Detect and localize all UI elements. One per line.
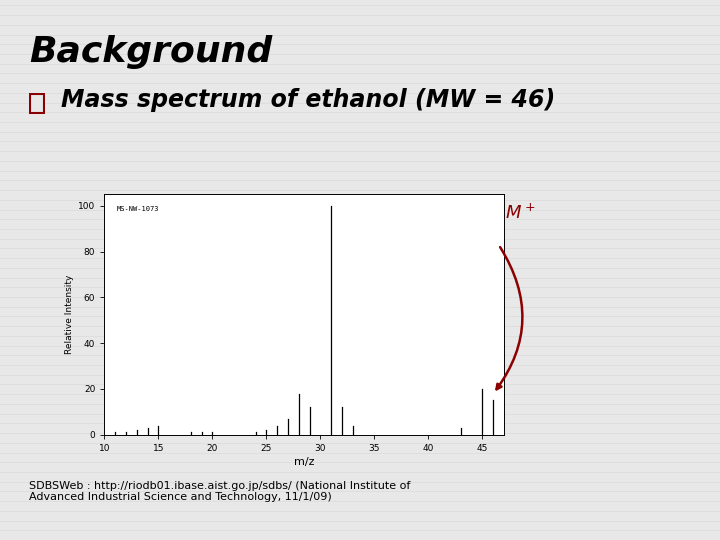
FancyBboxPatch shape [30,94,44,113]
X-axis label: m/z: m/z [294,457,315,467]
Y-axis label: Relative Intensity: Relative Intensity [65,275,74,354]
Text: Background: Background [29,35,272,69]
Text: $\mathit{M}^+$: $\mathit{M}^+$ [505,203,536,222]
Text: SDBSWeb : http://riodb01.ibase.aist.go.jp/sdbs/ (National Institute of
Advanced : SDBSWeb : http://riodb01.ibase.aist.go.j… [29,481,410,502]
FancyArrowPatch shape [497,247,523,389]
Text: Mass spectrum of ethanol (MW = 46): Mass spectrum of ethanol (MW = 46) [61,88,555,112]
Text: MS-NW-1073: MS-NW-1073 [117,206,159,212]
